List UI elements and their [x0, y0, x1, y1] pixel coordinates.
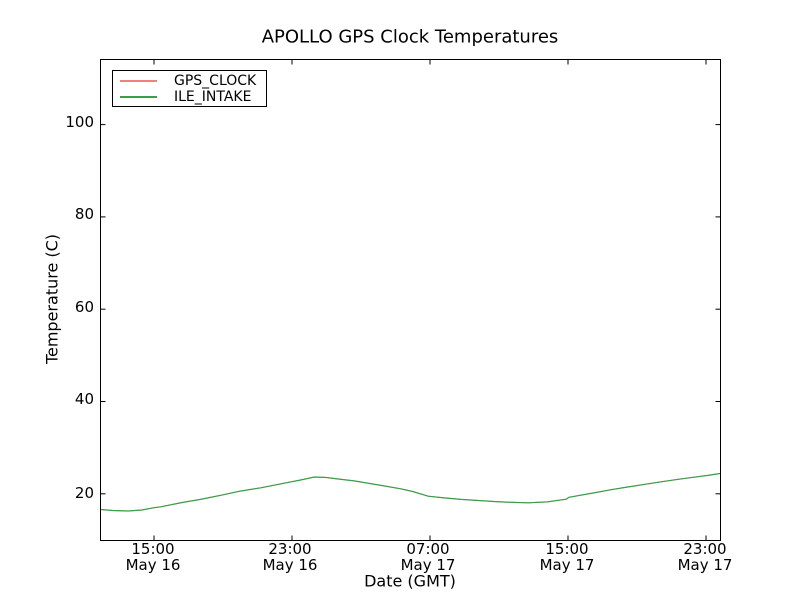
- chart-title: APOLLO GPS Clock Temperatures: [261, 26, 559, 48]
- x-tick-time: 23:00: [268, 540, 312, 558]
- x-tick-date: May 17: [400, 556, 456, 574]
- x-tick-date: May 17: [677, 556, 733, 574]
- x-tick-label: 07:00 May 17: [383, 541, 473, 573]
- x-tick-time: 15:00: [131, 540, 175, 558]
- legend-entry-gps-clock: GPS_CLOCK: [113, 73, 266, 89]
- plot-canvas: [101, 60, 720, 540]
- line-ile-intake: [101, 472, 720, 512]
- axis-tick-marks: [101, 60, 720, 540]
- x-tick-date: May 16: [125, 556, 181, 574]
- x-tick-label: 15:00 May 16: [108, 541, 198, 573]
- plot-area: GPS_CLOCK ILE_INTAKE: [100, 59, 721, 541]
- y-tick-label: 80: [74, 205, 94, 223]
- line-gps-clock: [101, 473, 720, 512]
- x-axis-label: Date (GMT): [364, 571, 456, 591]
- x-tick-label: 15:00 May 17: [522, 541, 612, 573]
- legend-box: GPS_CLOCK ILE_INTAKE: [112, 70, 267, 107]
- x-tick-date: May 17: [539, 556, 595, 574]
- y-tick-label: 100: [65, 113, 94, 131]
- y-tick-label: 20: [74, 484, 94, 502]
- legend-label: ILE_INTAKE: [174, 88, 252, 105]
- x-tick-label: 23:00 May 16: [245, 541, 335, 573]
- gps-clock-line-swatch: [120, 79, 157, 82]
- x-tick-date: May 16: [262, 556, 318, 574]
- y-tick-label: 60: [74, 298, 94, 316]
- x-tick-time: 07:00: [406, 540, 450, 558]
- x-tick-time: 15:00: [545, 540, 589, 558]
- legend-entry-ile-intake: ILE_INTAKE: [113, 89, 266, 105]
- legend-label: GPS_CLOCK: [174, 72, 257, 89]
- x-tick-time: 23:00: [683, 540, 727, 558]
- x-tick-label: 23:00 May 17: [660, 541, 750, 573]
- y-tick-label: 40: [74, 390, 94, 408]
- ile-intake-line-swatch: [120, 95, 157, 98]
